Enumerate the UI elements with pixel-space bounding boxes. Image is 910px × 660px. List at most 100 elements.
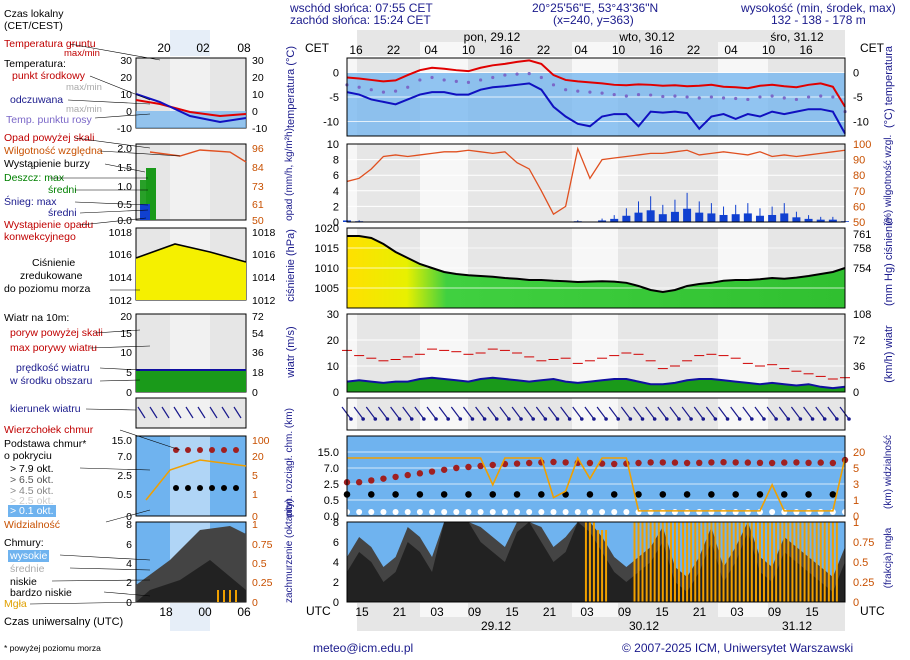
utc-tick: 15 xyxy=(355,605,369,619)
dew-point-mark xyxy=(819,94,823,98)
legend-y-tick-r: 0 xyxy=(252,597,258,609)
cloud-base-low-dot xyxy=(684,509,691,515)
y-tick-vis: 0 xyxy=(853,511,859,523)
cloud-base-dot xyxy=(513,491,521,498)
cloud-base-dot xyxy=(416,491,424,498)
utc-tick: 21 xyxy=(693,605,707,619)
y-tick-humidity: 50 xyxy=(853,217,865,229)
wind-arrow xyxy=(414,406,425,420)
wind-arrow xyxy=(475,406,486,420)
y-tick-fog: 0.25 xyxy=(853,577,874,589)
dew-point-mark xyxy=(794,97,799,102)
wind-arrow xyxy=(827,406,838,420)
cloud-base-low-dot xyxy=(647,509,654,515)
precip-bar xyxy=(731,214,740,222)
legend-maxmin: max/min xyxy=(66,82,102,93)
cloud-base-low-dot xyxy=(829,509,836,515)
cloud-top-dot xyxy=(683,459,691,467)
legend-humidity: Wilgotność względna xyxy=(4,145,103,157)
legend-panel-bg xyxy=(136,436,246,516)
legend-y-tick-r: 20 xyxy=(252,72,264,84)
dew-point-mark xyxy=(454,79,458,83)
precip-bar xyxy=(707,213,716,222)
precip-bar xyxy=(343,220,351,222)
legend-panel-night xyxy=(170,228,210,300)
wind-arrow-head xyxy=(592,417,596,421)
cet-tick: 10 xyxy=(462,43,476,57)
legend-leader-line xyxy=(51,579,151,582)
cloud-base-low-dot xyxy=(392,509,399,515)
temp-series-0 xyxy=(346,59,846,108)
dir-frame xyxy=(346,397,846,431)
cloud-base-dot xyxy=(683,491,691,498)
wind-arrow xyxy=(742,406,753,420)
utc-label-left: UTC xyxy=(306,604,331,618)
cloud-base-low-dot xyxy=(842,509,848,515)
night-band-precip xyxy=(420,144,468,222)
night-band-temp xyxy=(420,58,468,136)
y-tick-temp: -5 xyxy=(329,92,339,104)
legend-panel-frame xyxy=(135,397,247,429)
y-tick-mmhg: 754 xyxy=(853,263,871,275)
wind-arrow-head xyxy=(409,417,414,421)
legend-mid: średnie xyxy=(10,563,45,575)
precip-bar xyxy=(646,210,655,222)
footer-email[interactable]: meteo@icm.edu.pl xyxy=(313,641,414,655)
legend-cloud-top-dot xyxy=(197,447,203,453)
cloud-cover-mid-area xyxy=(347,522,845,602)
cloud-top-dot xyxy=(768,459,776,467)
wind-arrow xyxy=(839,406,850,420)
dew-point-mark xyxy=(466,80,471,84)
legend-y-tick-r: 30 xyxy=(252,55,264,67)
dew-point-mark xyxy=(721,96,726,100)
wind-arrow-head xyxy=(640,417,645,421)
grid-coords: (x=240, y=363) xyxy=(553,13,634,27)
cloud-base-low-dot xyxy=(538,509,545,515)
legend-cloud-base-2: o pokryciu xyxy=(4,450,52,462)
dew-point-mark xyxy=(770,94,774,98)
legend-y-tick-r: 0.75 xyxy=(252,539,273,551)
dew-point-mark xyxy=(673,94,677,98)
wind-arrow-head xyxy=(616,417,621,421)
cloud-top-dot xyxy=(380,475,387,482)
legend-y-tick-r: 96 xyxy=(252,143,264,155)
legend-y-tick-r: 1016 xyxy=(252,249,276,261)
cet-label-right: CET xyxy=(860,41,884,55)
y-tick-cover: 0 xyxy=(333,597,339,609)
night-band-press xyxy=(347,228,357,308)
legend-panel-bg xyxy=(136,144,246,220)
wind-arrow-head xyxy=(555,417,560,421)
legend-y-tick-r: 54 xyxy=(252,328,264,340)
legend-top-tick: 08 xyxy=(237,41,251,55)
wind-arrow xyxy=(608,406,619,420)
wind-arrow-head xyxy=(665,417,669,421)
humidity-line xyxy=(346,146,846,216)
wind-arrow xyxy=(487,406,498,420)
legend-leader-line xyxy=(119,429,181,451)
legend-soil-maxmin: max/min xyxy=(64,48,100,59)
temp-series-1 xyxy=(346,82,846,135)
night-band-cover xyxy=(718,522,768,602)
cet-tick: 16 xyxy=(799,43,813,57)
legend-top-tick: 20 xyxy=(157,41,171,55)
wind-arrow-head xyxy=(835,417,839,421)
utc-tick: 09 xyxy=(618,605,632,619)
legend-leader-line xyxy=(79,467,151,471)
legend-panel-bg xyxy=(136,398,246,428)
legend-y-tick-r: 1018 xyxy=(252,227,276,239)
wind-arrow-head xyxy=(822,417,827,421)
dew-point-mark xyxy=(806,95,811,99)
y-tick-vis: 5 xyxy=(853,463,859,475)
precip-bar xyxy=(355,221,364,222)
utc-header-night xyxy=(718,603,768,617)
cloud-top-dot xyxy=(465,463,472,471)
axis-wind-left: wiatr (m/s) xyxy=(285,326,297,378)
night-band-cover xyxy=(572,522,618,602)
precip-bar xyxy=(804,218,813,222)
precip-bar xyxy=(768,214,777,222)
cloud-base-low-dot xyxy=(635,509,642,515)
panel-bg-cloud xyxy=(347,436,845,516)
legend-storm: Wystąpienie burzy xyxy=(4,158,90,170)
legend-panel-bg xyxy=(136,228,246,300)
